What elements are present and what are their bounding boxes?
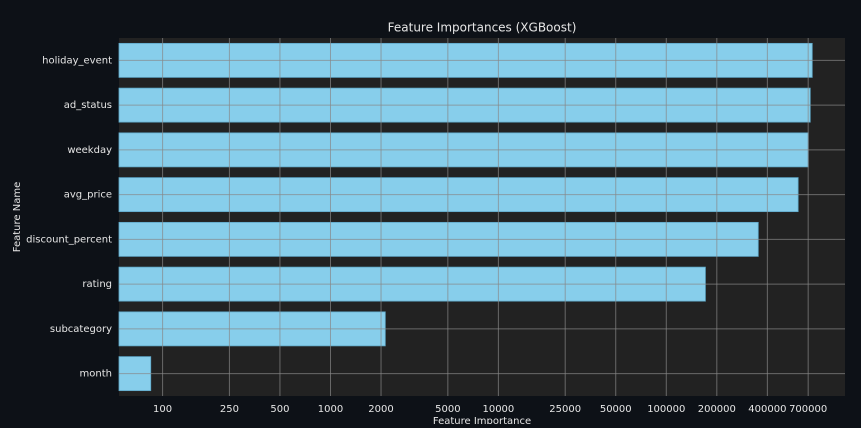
chart-title: Feature Importances (XGBoost) [388,21,577,35]
y-tick-label: discount_percent [26,234,112,245]
y-tick-label: ad_status [64,100,112,111]
x-tick-label: 5000 [435,404,460,415]
x-tick-label: 100000 [647,404,685,415]
x-axis-label: Feature Importance [433,416,531,424]
y-axis-label: Feature Name [12,182,23,252]
x-tick-label: 1000 [318,404,343,415]
x-tick-label: 50000 [600,404,632,415]
y-tick-label: weekday [67,145,112,156]
y-tick-label: month [80,369,112,380]
x-tick-label: 25000 [549,404,581,415]
x-tick-label: 10000 [482,404,514,415]
y-tick-label: holiday_event [42,55,112,66]
x-tick-label: 400000 [748,404,786,415]
x-tick-label: 250 [220,404,239,415]
x-tick-label: 100 [153,404,172,415]
x-tick-label: 500 [270,404,289,415]
y-tick-label: rating [82,279,112,290]
x-tick-label: 700000 [789,404,827,415]
x-tick-label: 200000 [698,404,736,415]
x-tick-label: 2000 [368,404,393,415]
y-tick-label: subcategory [50,324,112,335]
y-tick-label: avg_price [64,190,112,201]
